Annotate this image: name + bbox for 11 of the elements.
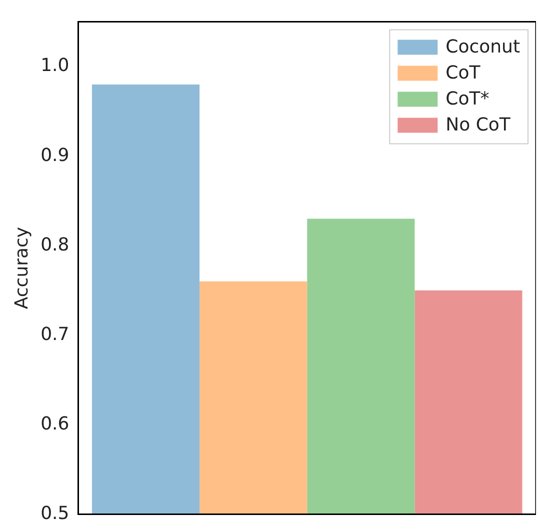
y-tick-label: 0.6 [40, 413, 70, 434]
legend-label: Coconut [446, 36, 520, 58]
y-tick-label: 0.8 [40, 234, 70, 256]
y-tick-label: 0.5 [40, 502, 70, 524]
legend-label: CoT [446, 62, 482, 84]
y-tick-label: 1.0 [40, 55, 70, 76]
legend-label: CoT* [446, 88, 490, 110]
y-axis-title: Accuracy [11, 226, 32, 310]
y-tick-label: 0.9 [40, 144, 70, 166]
y-tick-label: 0.7 [40, 324, 70, 345]
legend-label: No CoT [446, 114, 512, 136]
